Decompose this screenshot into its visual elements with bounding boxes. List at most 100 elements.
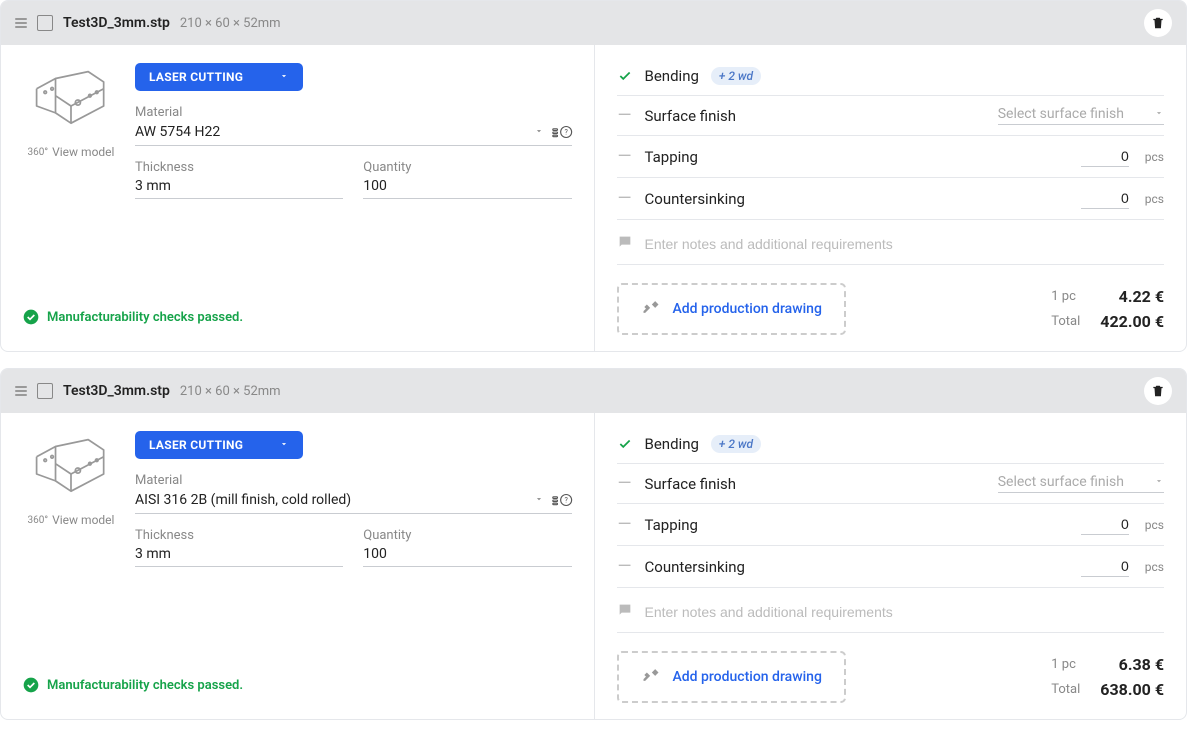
- chevron-down-icon: [279, 438, 289, 452]
- thickness-value[interactable]: 3 mm: [135, 546, 343, 567]
- part-card-header: Test3D_3mm.stp 210 × 60 × 52mm: [1, 1, 1186, 45]
- file-name: Test3D_3mm.stp: [63, 383, 170, 399]
- tapping-label: Tapping: [645, 516, 698, 534]
- file-name: Test3D_3mm.stp: [63, 15, 170, 31]
- chevron-down-icon: [1154, 106, 1164, 122]
- price-block: 1 pc 6.38 € Total 638.00 €: [1051, 655, 1164, 699]
- material-info-icon[interactable]: ?: [552, 491, 572, 509]
- thickness-value[interactable]: 3 mm: [135, 178, 343, 199]
- view-model-link[interactable]: 360° View model: [28, 513, 115, 527]
- comment-icon: [617, 234, 633, 254]
- price-total-value: 638.00 €: [1100, 680, 1164, 699]
- view-model-link[interactable]: 360° View model: [28, 145, 115, 159]
- rotate-360-icon: 360°: [28, 515, 49, 526]
- pcs-unit: pcs: [1145, 560, 1164, 574]
- bending-row: Bending + 2 wd: [617, 425, 1165, 464]
- tapping-qty-input[interactable]: [1081, 146, 1129, 167]
- quantity-label: Quantity: [363, 528, 571, 543]
- minus-icon: —: [617, 475, 633, 493]
- notes-input[interactable]: [645, 604, 1165, 620]
- chevron-down-icon[interactable]: [534, 124, 544, 140]
- notes-row: [617, 588, 1165, 633]
- countersinking-label: Countersinking: [645, 558, 745, 576]
- comment-icon: [617, 602, 633, 622]
- pcs-unit: pcs: [1145, 150, 1164, 164]
- part-thumbnail: [28, 63, 114, 133]
- rotate-360-icon: 360°: [28, 147, 49, 158]
- chevron-down-icon: [1154, 474, 1164, 490]
- price-total-value: 422.00 €: [1100, 312, 1164, 331]
- delete-button[interactable]: [1144, 377, 1172, 405]
- tool-icon: [641, 297, 661, 321]
- pcs-unit: pcs: [1145, 192, 1164, 206]
- process-dropdown[interactable]: LASER CUTTING: [135, 431, 303, 459]
- notes-input[interactable]: [645, 236, 1165, 252]
- countersinking-label: Countersinking: [645, 190, 745, 208]
- quantity-label: Quantity: [363, 160, 571, 175]
- process-dropdown[interactable]: LASER CUTTING: [135, 63, 303, 91]
- drag-handle-icon[interactable]: [15, 18, 27, 28]
- surface-finish-label: Surface finish: [645, 475, 737, 493]
- countersinking-row: — Countersinking pcs: [617, 546, 1165, 588]
- tapping-row: — Tapping pcs: [617, 504, 1165, 546]
- price-1pc-label: 1 pc: [1051, 657, 1080, 672]
- part-card-header: Test3D_3mm.stp 210 × 60 × 52mm: [1, 369, 1186, 413]
- select-checkbox[interactable]: [37, 383, 53, 399]
- surface-finish-select[interactable]: Select surface finish: [998, 106, 1164, 125]
- select-checkbox[interactable]: [37, 15, 53, 31]
- svg-text:?: ?: [564, 127, 568, 136]
- part-thumbnail: [28, 431, 114, 501]
- price-1pc-value: 6.38 €: [1100, 655, 1164, 674]
- chevron-down-icon: [279, 70, 289, 84]
- material-label: Material: [135, 473, 572, 488]
- price-total-label: Total: [1051, 682, 1080, 697]
- tapping-qty-input[interactable]: [1081, 514, 1129, 535]
- bending-label[interactable]: Bending: [645, 435, 699, 453]
- minus-icon: —: [617, 558, 633, 576]
- chevron-down-icon[interactable]: [534, 492, 544, 508]
- svg-text:?: ?: [564, 495, 568, 504]
- part-card: Test3D_3mm.stp 210 × 60 × 52mm 360° View…: [0, 0, 1187, 352]
- pcs-unit: pcs: [1145, 518, 1164, 532]
- surface-finish-row: — Surface finish Select surface finish: [617, 96, 1165, 136]
- minus-icon: —: [617, 148, 633, 166]
- surface-finish-select[interactable]: Select surface finish: [998, 474, 1164, 493]
- countersink-qty-input[interactable]: [1081, 556, 1129, 577]
- price-total-label: Total: [1051, 314, 1080, 329]
- material-select[interactable]: AW 5754 H22: [135, 124, 526, 140]
- drag-handle-icon[interactable]: [15, 386, 27, 396]
- bending-row: Bending + 2 wd: [617, 57, 1165, 96]
- price-1pc-value: 4.22 €: [1100, 287, 1164, 306]
- quantity-value[interactable]: 100: [363, 178, 571, 199]
- material-info-icon[interactable]: ?: [552, 123, 572, 141]
- quantity-value[interactable]: 100: [363, 546, 571, 567]
- tool-icon: [641, 665, 661, 689]
- part-card: Test3D_3mm.stp 210 × 60 × 52mm 360° View…: [0, 368, 1187, 720]
- tapping-row: — Tapping pcs: [617, 136, 1165, 178]
- file-dimensions: 210 × 60 × 52mm: [180, 16, 281, 31]
- bending-leadtime-badge: + 2 wd: [711, 435, 761, 453]
- countersink-qty-input[interactable]: [1081, 188, 1129, 209]
- minus-icon: —: [617, 107, 633, 125]
- bending-leadtime-badge: + 2 wd: [711, 67, 761, 85]
- thickness-label: Thickness: [135, 528, 343, 543]
- minus-icon: —: [617, 190, 633, 208]
- add-drawing-button[interactable]: Add production drawing: [617, 283, 846, 335]
- thickness-label: Thickness: [135, 160, 343, 175]
- manufacturability-status: Manufacturability checks passed.: [23, 309, 572, 325]
- surface-finish-label: Surface finish: [645, 107, 737, 125]
- add-drawing-button[interactable]: Add production drawing: [617, 651, 846, 703]
- file-dimensions: 210 × 60 × 52mm: [180, 384, 281, 399]
- price-block: 1 pc 4.22 € Total 422.00 €: [1051, 287, 1164, 331]
- tapping-label: Tapping: [645, 148, 698, 166]
- manufacturability-status: Manufacturability checks passed.: [23, 677, 572, 693]
- minus-icon: —: [617, 516, 633, 534]
- check-icon: [617, 437, 633, 451]
- material-select[interactable]: AISI 316 2B (mill finish, cold rolled): [135, 492, 526, 508]
- notes-row: [617, 220, 1165, 265]
- countersinking-row: — Countersinking pcs: [617, 178, 1165, 220]
- material-label: Material: [135, 105, 572, 120]
- delete-button[interactable]: [1144, 9, 1172, 37]
- bending-label[interactable]: Bending: [645, 67, 699, 85]
- price-1pc-label: 1 pc: [1051, 289, 1080, 304]
